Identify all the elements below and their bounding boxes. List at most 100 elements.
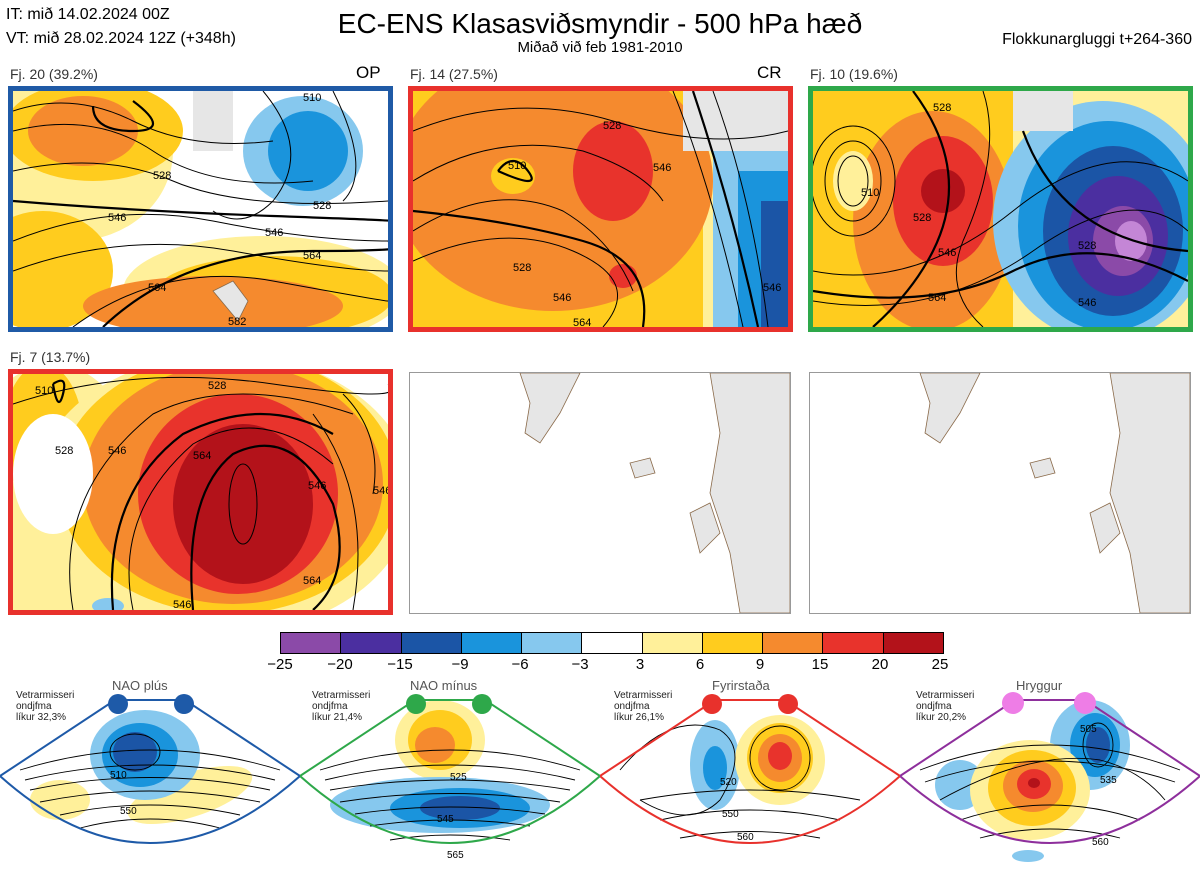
colorbar-swatch <box>823 633 884 653</box>
colorbar-tick: 15 <box>811 656 829 673</box>
contour-label: 510 <box>861 187 879 199</box>
contour-label: 528 <box>1078 240 1096 252</box>
classification-window: Flokkunargluggi t+264-360 <box>1002 31 1192 48</box>
contour-label: 560 <box>1092 837 1109 848</box>
contour-label: 546 <box>653 162 671 174</box>
regime-text-line: Vetrarmisseri <box>916 690 975 701</box>
panel-2-tag: CR <box>757 63 782 82</box>
page-subtitle: Miðað við feb 1981-2010 <box>517 39 683 56</box>
regime-1-dot <box>174 694 194 714</box>
regime-text-line: ondjfma <box>312 701 348 712</box>
contour-label: 564 <box>573 317 591 327</box>
colorbar-swatch <box>763 633 824 653</box>
regime-3-text: Vetrarmisseri ondjfma líkur 26,1% <box>614 690 672 723</box>
regime-3-dot <box>778 694 798 714</box>
contour-label: 546 <box>1078 297 1096 309</box>
colorbar-swatch <box>883 633 943 653</box>
contour-label: 564 <box>148 282 166 294</box>
regime-2-name: NAO mínus <box>410 678 478 693</box>
regime-1-map: 510 550 <box>0 699 300 844</box>
regime-2-dot <box>472 694 492 714</box>
colorbar-swatch <box>281 633 342 653</box>
regime-text-line: líkur 26,1% <box>614 712 665 723</box>
colorbar-tick: −3 <box>571 656 589 673</box>
regime-1-dot <box>108 694 128 714</box>
cluster-map-4: 510 528 546 564 564 546 528 546 546 <box>8 369 393 615</box>
panel-1-tag: OP <box>356 63 381 82</box>
contour-label: 528 <box>313 200 331 212</box>
regime-text-line: Vetrarmisseri <box>16 690 75 701</box>
contour-label: 550 <box>722 809 739 820</box>
colorbar-swatch <box>461 633 523 653</box>
contour-label: 528 <box>208 380 226 392</box>
contour-label: 546 <box>553 292 571 304</box>
colorbar-swatch <box>582 633 643 653</box>
colorbar-tick: −6 <box>511 656 529 673</box>
empty-map-6 <box>809 372 1191 614</box>
colorbar-tick: 25 <box>931 656 949 673</box>
colorbar-swatch <box>522 633 583 653</box>
regime-text-line: líkur 21,4% <box>312 712 363 723</box>
colorbar-swatch <box>401 633 462 653</box>
contour-label: 520 <box>720 777 737 788</box>
regime-text-line: líkur 20,2% <box>916 712 967 723</box>
regime-4-dot <box>1002 692 1024 714</box>
contour-label: 510 <box>303 92 321 104</box>
cluster-map-1: 528 546 546 564 564 510 528 582 <box>8 86 393 332</box>
contour-label: 510 <box>110 770 127 781</box>
panel-4-label: Fj. 7 (13.7%) <box>10 349 91 365</box>
contour-label: 528 <box>933 102 951 114</box>
colorbar-swatch <box>702 633 764 653</box>
contour-label: 564 <box>303 250 321 262</box>
regime-text-line: Vetrarmisseri <box>614 690 673 701</box>
contour-label: 528 <box>913 212 931 224</box>
contour-label: 565 <box>447 850 464 861</box>
regime-2-dot <box>406 694 426 714</box>
regime-1-name: NAO plús <box>112 678 168 693</box>
regime-text-line: ondjfma <box>916 701 952 712</box>
colorbar-swatch <box>642 633 703 653</box>
colorbar-tick: 6 <box>695 656 705 673</box>
colorbar-tick: −9 <box>451 656 469 673</box>
contour-label: 546 <box>938 247 956 259</box>
panel-1-label: Fj. 20 (39.2%) <box>10 66 98 82</box>
regime-text-line: líkur 32,3% <box>16 712 67 723</box>
regime-3-dot <box>702 694 722 714</box>
contour-label: 528 <box>55 445 73 457</box>
contour-label: 510 <box>35 385 53 397</box>
contour-label: 546 <box>173 599 191 610</box>
colorbar-tick: −20 <box>327 656 353 673</box>
contour-label: 546 <box>373 485 388 497</box>
contour-label: 550 <box>120 806 137 817</box>
contour-label: 535 <box>1100 775 1117 786</box>
cluster-map-2: 510 528 546 528 546 564 546 <box>408 86 793 332</box>
colorbar-tick: 3 <box>635 656 645 673</box>
contour-label: 545 <box>437 814 454 825</box>
contour-label: 510 <box>508 160 526 172</box>
contour-label: 525 <box>450 772 467 783</box>
contour-label: 560 <box>737 832 754 843</box>
contour-label: 528 <box>153 170 171 182</box>
regime-3-map: 520 550 560 <box>600 699 900 844</box>
regime-text-line: ondjfma <box>16 701 52 712</box>
init-time: IT: mið 14.02.2024 00Z <box>6 6 170 23</box>
contour-label: 546 <box>108 445 126 457</box>
contour-label: 564 <box>193 450 211 462</box>
regime-4-name: Hryggur <box>1016 678 1063 693</box>
contour-label: 582 <box>228 316 246 327</box>
contour-label: 546 <box>108 212 126 224</box>
contour-label: 564 <box>303 575 321 587</box>
contour-label: 546 <box>308 480 326 492</box>
empty-map-5 <box>409 372 791 614</box>
colorbar-tick: 20 <box>871 656 889 673</box>
panel-3-label: Fj. 10 (19.6%) <box>810 66 898 82</box>
panel-2-label: Fj. 14 (27.5%) <box>410 66 498 82</box>
regime-4-dot <box>1074 692 1096 714</box>
contour-label: 546 <box>265 227 283 239</box>
contour-label: 528 <box>603 120 621 132</box>
contour-label: 546 <box>763 282 781 294</box>
contour-label: 528 <box>513 262 531 274</box>
regime-2-text: Vetrarmisseri ondjfma líkur 21,4% <box>312 690 370 723</box>
regime-4-text: Vetrarmisseri ondjfma líkur 20,2% <box>916 690 974 723</box>
colorbar-swatch <box>341 633 402 653</box>
